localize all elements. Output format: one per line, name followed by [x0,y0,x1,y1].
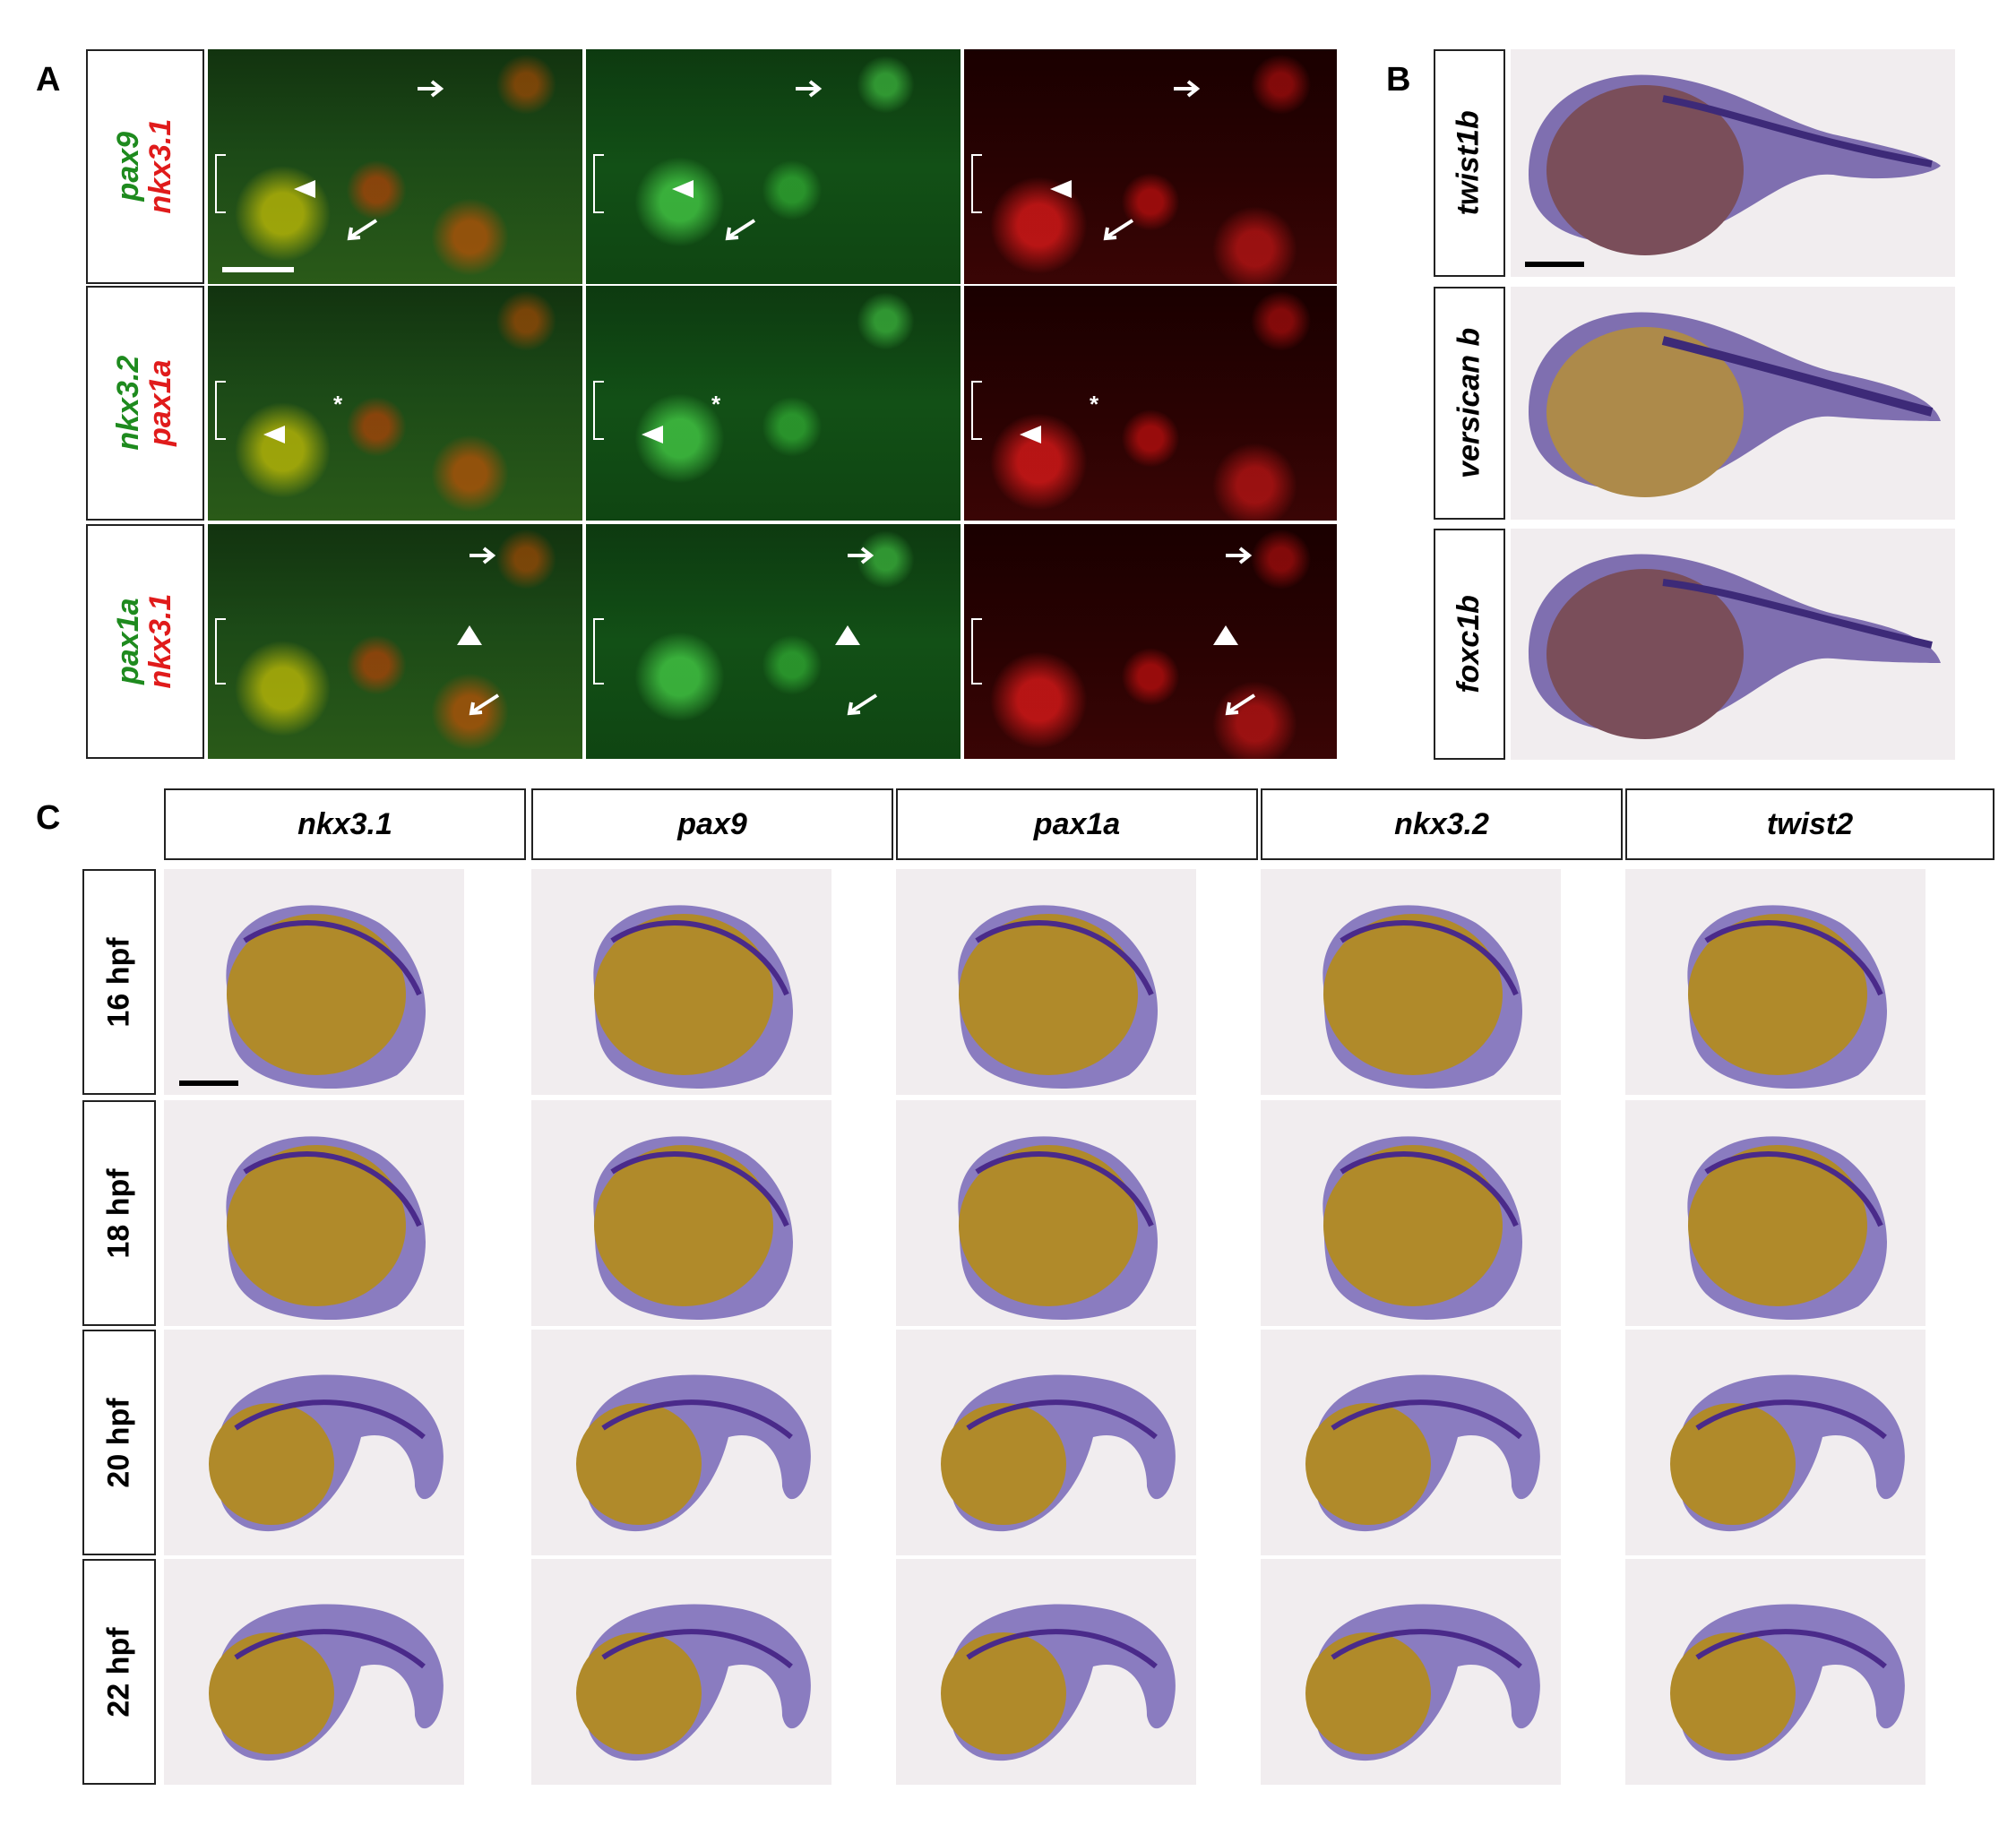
column-header-twist2: twist2 [1625,788,1994,860]
arrowhead-icon [1045,176,1081,202]
row-header-16hpf: 16 hpf [82,869,156,1095]
panel-a-row-1-label: pax9 nkx3.1 [86,49,204,284]
bracket-marker [971,618,982,685]
column-header-nkx3-1: nkx3.1 [164,788,526,860]
micrograph-red-channel [964,524,1337,759]
arrow-icon [844,690,880,717]
panel-b-row-2-label: versican b [1434,287,1505,520]
panel-a-row-2-label: nkx3.2 pax1a [86,286,204,521]
panel-label-b: B [1386,61,1411,99]
arrow-icon [1222,690,1258,717]
bracket-marker [593,154,604,213]
arrowhead-icon [636,421,672,448]
arrow-icon [466,690,502,717]
micrograph-red-channel [964,286,1337,521]
embryo-image [531,1100,831,1326]
bracket-marker [215,154,226,213]
micrograph-green-channel [586,286,961,521]
asterisk-marker: * [333,391,343,418]
bracket-marker [593,381,604,440]
embryo-image [164,1330,464,1555]
row-header-22hpf: 22 hpf [82,1559,156,1785]
embryo-image [1511,529,1955,760]
micrograph-merge [208,286,582,521]
arrow-icon [466,542,502,569]
arrowhead-icon [289,176,324,202]
embryo-image [1511,49,1955,277]
asterisk-marker: * [1090,391,1099,418]
embryo-image [1261,1100,1561,1326]
scale-bar [179,1081,238,1086]
green-gene-label: pax1a [111,598,146,685]
embryo-image [896,1559,1196,1785]
micrograph-green-channel [586,524,961,759]
arrow-icon [1100,215,1136,242]
arrow-icon [844,542,880,569]
embryo-image [1625,1330,1926,1555]
green-gene-label: nkx3.2 [111,356,146,451]
gene-label: versican b [1452,327,1486,479]
micrograph-merge [208,49,582,284]
panel-b-row-1-label: twist1b [1434,49,1505,277]
column-header-pax1a: pax1a [896,788,1258,860]
panel-label-a: A [36,61,61,99]
arrow-icon [792,75,828,102]
arrow-icon [1170,75,1206,102]
arrowhead-icon [830,622,866,649]
gene-label: twist1b [1452,110,1486,216]
bracket-marker [215,618,226,685]
embryo-image [896,1100,1196,1326]
micrograph-merge [208,524,582,759]
bracket-marker [971,381,982,440]
panel-a-row-3-label: pax1a nkx3.1 [86,524,204,759]
embryo-image [531,869,831,1095]
embryo-image [164,1559,464,1785]
panel-b-row-3-label: foxc1b [1434,529,1505,760]
embryo-image [896,1330,1196,1555]
row-header-18hpf: 18 hpf [82,1100,156,1326]
red-gene-label: pax1a [142,359,177,447]
arrowhead-icon [667,176,702,202]
embryo-image [164,1100,464,1326]
embryo-image [1625,1100,1926,1326]
green-gene-label: pax9 [111,132,146,202]
scale-bar [1525,262,1584,267]
arrowhead-icon [1014,421,1050,448]
red-gene-label: nkx3.1 [142,119,177,214]
embryo-image [531,1559,831,1785]
arrow-icon [414,75,450,102]
embryo-image [1511,287,1955,520]
micrograph-green-channel [586,49,961,284]
embryo-image [1261,869,1561,1095]
embryo-image [1261,1559,1561,1785]
bracket-marker [215,381,226,440]
embryo-image [164,869,464,1095]
arrow-icon [344,215,380,242]
column-header-pax9: pax9 [531,788,893,860]
row-header-20hpf: 20 hpf [82,1330,156,1555]
bracket-marker [971,154,982,213]
micrograph-red-channel [964,49,1337,284]
scale-bar [222,267,294,272]
gene-label: foxc1b [1452,595,1486,693]
arrowhead-icon [452,622,487,649]
column-header-nkx3-2: nkx3.2 [1261,788,1623,860]
arrowhead-icon [258,421,294,448]
arrow-icon [722,215,758,242]
embryo-image [1261,1330,1561,1555]
embryo-image [896,869,1196,1095]
bracket-marker [593,618,604,685]
panel-label-c: C [36,799,61,837]
arrowhead-icon [1208,622,1244,649]
arrow-icon [1222,542,1258,569]
red-gene-label: nkx3.1 [142,594,177,689]
embryo-image [1625,1559,1926,1785]
embryo-image [1625,869,1926,1095]
asterisk-marker: * [711,391,721,418]
embryo-image [531,1330,831,1555]
